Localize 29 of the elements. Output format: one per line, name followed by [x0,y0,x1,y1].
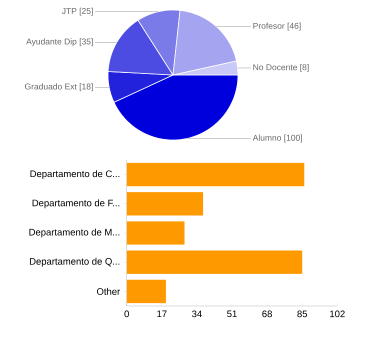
slice-label: Alumno [252,134,282,141]
slice-label: Ayudante Dip [26,38,76,46]
y-tick-label: Departamento de F... [32,199,120,208]
bar [126,162,304,186]
x-tick-label: 17 [157,310,167,318]
x-tick-label: 0 [124,310,129,318]
y-tick-label: Departamento de M... [29,228,120,238]
x-tick-label: 34 [192,310,202,318]
y-tick-label: Departamento de C... [30,170,120,180]
bar [126,280,166,304]
x-tick-label: 102 [330,310,345,318]
slice-label: Graduado Ext [24,83,77,90]
data-label: [46] [288,22,301,31]
y-tick-label: Other [96,288,120,295]
data-label: [100] [284,134,302,142]
data-label: [18] [80,83,93,92]
slice-label: Profesor [253,22,285,29]
slice-label: JTP [62,8,76,14]
x-tick-label: 85 [297,310,308,318]
slice-label: No Docente [253,64,298,70]
bar [126,221,185,245]
data-label: [25] [80,8,93,16]
y-tick-label: Departamento de Q... [30,258,120,267]
bar [126,192,204,216]
x-tick-label: 68 [262,310,272,318]
bar [126,250,302,274]
x-tick-label: 51 [227,310,237,318]
data-label: [8] [300,64,309,72]
data-label: [35] [80,38,93,46]
